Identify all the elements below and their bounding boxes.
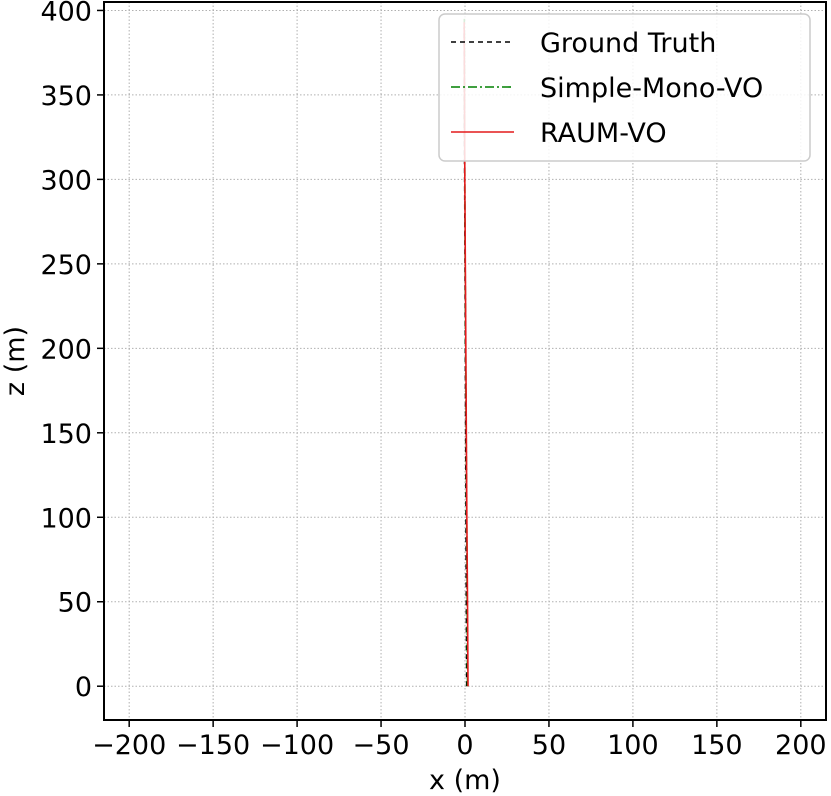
ticks: −200 −150 −100 −50 0 50 100 150 200 0 50 100 150 200 2… xyxy=(40,0,826,761)
x-tick-label: −150 xyxy=(176,730,250,761)
y-tick-label: 250 xyxy=(40,250,92,281)
x-tick-label: 100 xyxy=(607,730,659,761)
y-tick-label: 0 xyxy=(75,672,92,703)
y-tick-label: 350 xyxy=(40,81,92,112)
x-axis-label: x (m) xyxy=(429,765,501,796)
x-tick-label: −200 xyxy=(92,730,166,761)
y-tick-label: 400 xyxy=(40,0,92,27)
x-tick-label: 50 xyxy=(532,730,566,761)
legend-box xyxy=(438,13,811,162)
legend-label-3: RAUM-VO xyxy=(540,118,667,149)
x-tick-label: −100 xyxy=(260,730,334,761)
x-tick-label: 150 xyxy=(691,730,743,761)
x-tick-label: −50 xyxy=(353,730,410,761)
legend-label-1: Ground Truth xyxy=(540,28,716,59)
y-axis-label: z (m) xyxy=(0,326,31,396)
y-tick-label: 200 xyxy=(40,334,92,365)
y-tick-label: 100 xyxy=(40,503,92,534)
y-tick-label: 300 xyxy=(40,165,92,196)
y-tick-label: 150 xyxy=(40,419,92,450)
y-tick-label: 50 xyxy=(58,588,92,619)
x-tick-label: 200 xyxy=(775,730,827,761)
legend-label-2: Simple-Mono-VO xyxy=(540,73,763,104)
legend: Ground Truth Simple-Mono-VO RAUM-VO xyxy=(438,13,811,162)
x-tick-label: 0 xyxy=(456,730,473,761)
